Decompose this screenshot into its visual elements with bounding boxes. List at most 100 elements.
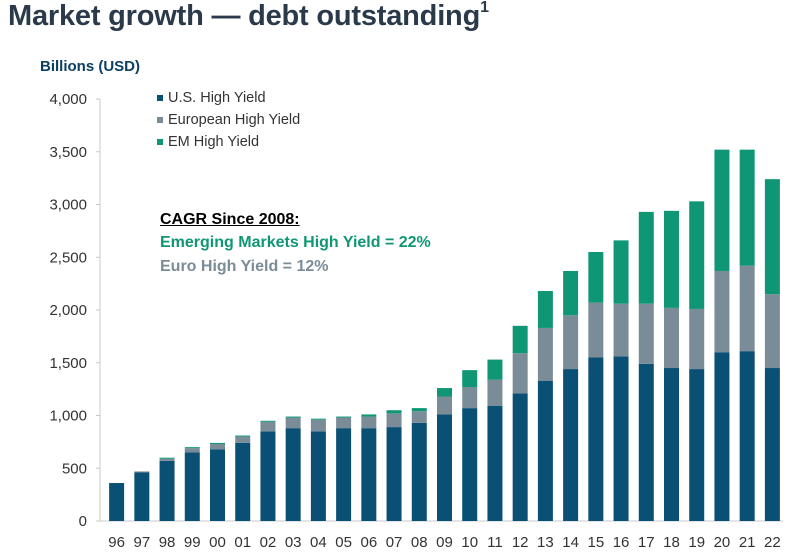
- y-tick-label: 2,000: [49, 302, 87, 319]
- x-tick-label: 19: [688, 534, 705, 551]
- cagr-eu-line: Euro High Yield = 12%: [160, 258, 329, 275]
- bar-european-high-yield: [487, 379, 503, 407]
- bar-european-high-yield: [462, 387, 478, 409]
- bar-em-high-yield: [764, 179, 780, 295]
- x-tick-label: 11: [487, 534, 503, 551]
- bar-us-high-yield: [764, 368, 780, 521]
- bar-em-high-yield: [411, 408, 427, 412]
- legend-swatch-us: [157, 95, 163, 101]
- x-tick-label: 06: [360, 534, 377, 551]
- bar-us-high-yield: [512, 393, 528, 521]
- bar-us-high-yield: [184, 452, 200, 521]
- bar-em-high-yield: [437, 388, 452, 397]
- bar-european-high-yield: [310, 419, 326, 432]
- bar-us-high-yield: [537, 380, 553, 521]
- bar-european-high-yield: [260, 421, 276, 432]
- x-tick-label: 01: [234, 534, 251, 551]
- bar-em-high-yield: [210, 442, 225, 444]
- bar-em-high-yield: [537, 291, 553, 328]
- bar-us-high-yield: [134, 472, 150, 521]
- bar-european-high-yield: [689, 308, 705, 370]
- bar-us-high-yield: [336, 428, 352, 521]
- bar-european-high-yield: [336, 417, 352, 429]
- x-tick-label: 02: [260, 534, 277, 551]
- y-tick-label: 3,000: [49, 197, 87, 214]
- bar-us-high-yield: [437, 414, 452, 521]
- bar-em-high-yield: [159, 457, 175, 459]
- legend-label-em: EM High Yield: [168, 134, 260, 150]
- bar-european-high-yield: [714, 270, 730, 353]
- bar-us-high-yield: [109, 483, 125, 521]
- bar-european-high-yield: [739, 265, 755, 352]
- bar-european-high-yield: [563, 315, 579, 370]
- bar-em-high-yield: [386, 410, 402, 414]
- x-tick-label: 96: [108, 534, 125, 551]
- cagr-heading: CAGR Since 2008:: [160, 211, 300, 228]
- x-tick-label: 03: [285, 534, 302, 551]
- bar-european-high-yield: [638, 303, 654, 364]
- bar-em-high-yield: [184, 447, 200, 449]
- bar-us-high-yield: [563, 369, 579, 521]
- x-tick-label: 14: [562, 534, 579, 551]
- bar-us-high-yield: [386, 427, 402, 521]
- bar-european-high-yield: [285, 417, 301, 429]
- y-tick-label: 3,500: [49, 144, 87, 161]
- x-tick-label: 98: [159, 534, 176, 551]
- bar-european-high-yield: [134, 471, 150, 473]
- bar-us-high-yield: [235, 442, 251, 521]
- x-tick-label: 04: [310, 534, 327, 551]
- x-tick-label: 05: [335, 534, 352, 551]
- bar-em-high-yield: [285, 416, 301, 418]
- x-tick-label: 18: [663, 534, 680, 551]
- legend-swatch-eu: [157, 117, 163, 123]
- legend-item-us: U.S. High Yield: [157, 87, 300, 109]
- bar-em-high-yield: [487, 359, 503, 380]
- title-footnote: 1: [480, 0, 489, 17]
- bar-us-high-yield: [689, 369, 705, 521]
- bar-us-high-yield: [260, 431, 276, 521]
- x-tick-label: 97: [133, 534, 150, 551]
- x-tick-label: 12: [512, 534, 529, 551]
- x-tick-label: 99: [184, 534, 201, 551]
- bar-european-high-yield: [764, 294, 780, 369]
- bar-us-high-yield: [664, 368, 679, 521]
- x-tick-label: 17: [638, 534, 655, 551]
- bar-em-high-yield: [310, 418, 326, 420]
- y-tick-label: 2,500: [49, 249, 87, 266]
- y-tick-label: 4,000: [49, 91, 87, 108]
- bar-us-high-yield: [411, 422, 427, 521]
- cagr-em-line: Emerging Markets High Yield = 22%: [160, 234, 431, 251]
- x-tick-label: 08: [411, 534, 428, 551]
- bar-em-high-yield: [638, 211, 654, 304]
- x-tick-label: 21: [739, 534, 756, 551]
- bar-em-high-yield: [664, 210, 679, 308]
- bar-european-high-yield: [386, 413, 402, 428]
- legend-label-us: U.S. High Yield: [168, 90, 266, 106]
- x-tick-label: 00: [209, 534, 226, 551]
- bar-us-high-yield: [159, 460, 175, 521]
- legend-label-eu: European High Yield: [168, 112, 301, 128]
- x-tick-label: 09: [436, 534, 453, 551]
- y-tick-label: 500: [62, 460, 87, 477]
- bar-european-high-yield: [411, 411, 427, 423]
- bar-em-high-yield: [739, 149, 755, 266]
- bar-us-high-yield: [613, 356, 629, 521]
- x-tick-label: 15: [587, 534, 604, 551]
- legend-item-eu: European High Yield: [157, 109, 300, 131]
- bar-us-high-yield: [487, 406, 503, 521]
- bar-em-high-yield: [260, 420, 276, 422]
- bar-european-high-yield: [613, 303, 629, 357]
- bar-em-high-yield: [714, 149, 730, 271]
- bar-us-high-yield: [588, 357, 604, 521]
- bar-us-high-yield: [638, 363, 654, 521]
- bar-em-high-yield: [588, 251, 604, 303]
- y-tick-label: 1,000: [49, 408, 87, 425]
- legend: U.S. High Yield European High Yield EM H…: [157, 87, 300, 153]
- bar-european-high-yield: [210, 443, 225, 450]
- y-tick-label: 1,500: [49, 355, 87, 372]
- bar-em-high-yield: [689, 201, 705, 309]
- bar-em-high-yield: [361, 414, 377, 417]
- chart-title: Market growth — debt outstanding1: [8, 0, 489, 32]
- bar-em-high-yield: [613, 240, 629, 304]
